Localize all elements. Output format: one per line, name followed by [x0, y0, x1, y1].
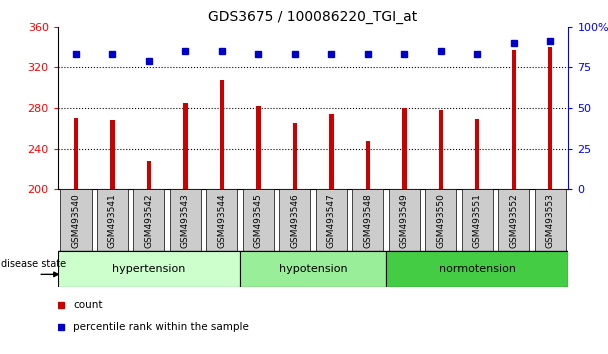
- Bar: [292, 123, 297, 189]
- Text: hypertension: hypertension: [112, 264, 185, 274]
- FancyBboxPatch shape: [498, 189, 529, 251]
- Text: normotension: normotension: [439, 264, 516, 274]
- Bar: [74, 118, 78, 189]
- Text: GSM493547: GSM493547: [327, 193, 336, 248]
- FancyBboxPatch shape: [60, 189, 91, 251]
- Bar: [219, 80, 224, 189]
- FancyBboxPatch shape: [352, 189, 383, 251]
- Bar: [110, 120, 115, 189]
- Text: GSM493550: GSM493550: [437, 193, 445, 248]
- Bar: [438, 110, 443, 189]
- Bar: [511, 50, 516, 189]
- Text: GSM493553: GSM493553: [546, 193, 554, 248]
- FancyBboxPatch shape: [534, 189, 565, 251]
- Text: GSM493546: GSM493546: [291, 193, 299, 248]
- Text: count: count: [73, 300, 103, 310]
- Text: disease state: disease state: [1, 259, 66, 269]
- FancyBboxPatch shape: [316, 189, 347, 251]
- Bar: [475, 119, 480, 189]
- FancyBboxPatch shape: [461, 189, 492, 251]
- Text: GSM493551: GSM493551: [473, 193, 482, 248]
- Text: GSM493552: GSM493552: [510, 193, 518, 248]
- FancyBboxPatch shape: [386, 251, 568, 287]
- FancyBboxPatch shape: [389, 189, 420, 251]
- Text: GSM493542: GSM493542: [145, 193, 153, 248]
- FancyBboxPatch shape: [170, 189, 201, 251]
- FancyBboxPatch shape: [206, 189, 237, 251]
- Bar: [548, 47, 553, 189]
- FancyBboxPatch shape: [243, 189, 274, 251]
- Bar: [147, 161, 151, 189]
- Text: GSM493545: GSM493545: [254, 193, 263, 248]
- Title: GDS3675 / 100086220_TGI_at: GDS3675 / 100086220_TGI_at: [209, 10, 418, 24]
- Text: GSM493544: GSM493544: [218, 193, 226, 248]
- FancyBboxPatch shape: [97, 189, 128, 251]
- Text: GSM493543: GSM493543: [181, 193, 190, 248]
- Bar: [183, 103, 188, 189]
- Text: hypotension: hypotension: [279, 264, 347, 274]
- Text: GSM493540: GSM493540: [72, 193, 80, 248]
- FancyBboxPatch shape: [133, 189, 164, 251]
- Bar: [365, 141, 370, 189]
- Text: GSM493541: GSM493541: [108, 193, 117, 248]
- Bar: [329, 114, 334, 189]
- Bar: [256, 106, 261, 189]
- FancyBboxPatch shape: [240, 251, 386, 287]
- Text: percentile rank within the sample: percentile rank within the sample: [73, 322, 249, 332]
- FancyBboxPatch shape: [425, 189, 456, 251]
- Text: GSM493549: GSM493549: [400, 193, 409, 248]
- FancyBboxPatch shape: [279, 189, 310, 251]
- FancyBboxPatch shape: [58, 251, 240, 287]
- Text: GSM493548: GSM493548: [364, 193, 372, 248]
- Bar: [402, 108, 407, 189]
